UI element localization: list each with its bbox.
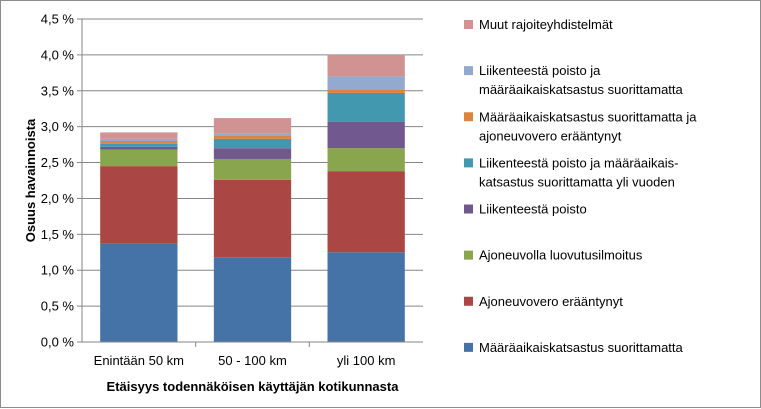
bar-segment (327, 76, 405, 90)
legend-label: Muut rajoiteyhdistelmät (479, 17, 613, 32)
bars (100, 54, 405, 342)
y-tick-label: 3,0 % (41, 119, 75, 134)
legend-swatch (464, 112, 473, 122)
bar-segment (327, 148, 405, 172)
legend-swatch (464, 66, 473, 76)
y-tick-label: 2,0 % (41, 191, 75, 206)
legend-label: Liikenteestä poisto (479, 202, 587, 217)
legend-swatch (464, 158, 473, 168)
legend-label: Liikenteestä poisto ja määräaikaiskatsast… (479, 63, 684, 97)
bar-segment (327, 89, 405, 93)
legend-swatch (464, 204, 473, 214)
x-category-label: 50 - 100 km (218, 353, 287, 368)
legend-swatch (464, 20, 473, 29)
legend-label: Määräaikaiskatsastus suorittamatta (479, 340, 684, 355)
legend-swatch (464, 342, 473, 352)
bar-segment (327, 121, 405, 149)
axes: 0,0 % 0,5 % 1,0 % 1,5 % 2,0 % 2,5 % 3,0 % 3,5 %… (41, 12, 423, 368)
bar-segment (327, 171, 405, 253)
bar-segment (100, 132, 178, 139)
bar-segment (100, 146, 178, 150)
bar-segment (327, 252, 405, 342)
bar-segment (213, 148, 292, 159)
legend-label: Ajoneuvovero erääntynyt (479, 294, 623, 309)
y-axis-title: Osuus havainnoista (23, 118, 38, 242)
bar-segment (327, 54, 405, 77)
bar-segment (213, 158, 292, 180)
bar-segment (327, 92, 405, 122)
legend-swatch (464, 296, 473, 306)
legend-label: Liikenteestä poisto ja määräaikais-katsa… (479, 155, 678, 189)
bar-segment (100, 143, 178, 147)
legend: Muut rajoiteyhdistelmät Liikenteestä pois… (464, 17, 697, 355)
bar-segment (213, 133, 292, 136)
y-tick-label: 2,5 % (41, 155, 75, 170)
bar-segment (213, 257, 292, 342)
y-tick-label: 0,0 % (41, 335, 75, 350)
x-category-label: Enintään 50 km (94, 353, 184, 368)
y-tick-label: 4,0 % (41, 47, 75, 62)
bar-segment (213, 138, 292, 149)
legend-label: Ajoneuvolla luovutusilmoitus (479, 248, 643, 263)
legend-label: Määräaikaiskatsastus suorittamatta ja ajo… (479, 109, 697, 143)
bar-segment (100, 141, 178, 144)
legend-swatch (464, 250, 473, 260)
x-axis-title: Etäisyys todennäköisen käyttäjän kotikun… (107, 379, 400, 394)
y-tick-label: 3,5 % (41, 83, 75, 98)
bar-segment (213, 179, 292, 258)
bar-segment (100, 166, 178, 244)
y-tick-label: 0,5 % (41, 299, 75, 314)
bar-segment (213, 118, 292, 134)
bar-segment (100, 138, 178, 142)
x-category-label: yli 100 km (337, 353, 396, 368)
y-tick-label: 4,5 % (41, 12, 75, 27)
y-tick-label: 1,0 % (41, 263, 75, 278)
bar-segment (213, 135, 292, 139)
bar-segment (100, 243, 178, 342)
y-tick-label: 1,5 % (41, 227, 75, 242)
bar-segment (100, 149, 178, 167)
